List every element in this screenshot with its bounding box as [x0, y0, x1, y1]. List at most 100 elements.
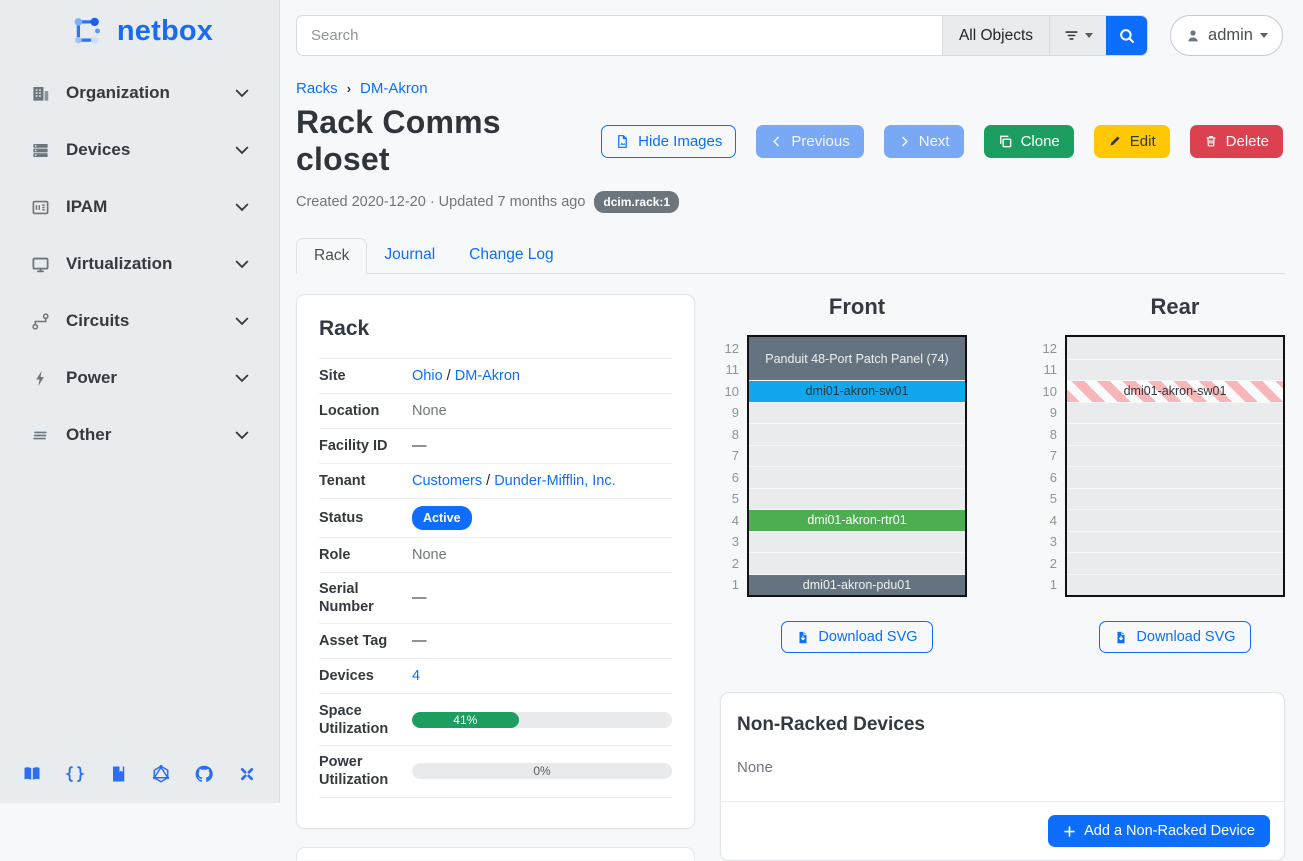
person-icon [1185, 28, 1201, 44]
detail-row-serial: Serial Number — [319, 572, 672, 623]
site-group-link[interactable]: DM-Akron [454, 368, 520, 384]
github-icon[interactable] [194, 764, 214, 784]
graphql-icon[interactable] [151, 764, 171, 784]
rack-device[interactable]: dmi01-akron-rtr01 [749, 509, 965, 531]
previous-button[interactable]: Previous [756, 124, 864, 158]
detail-row-tenant: Tenant Customers / Dunder-Mifflin, Inc. [319, 463, 672, 498]
unit-label: 4 [1049, 512, 1057, 528]
unit-label: 2 [1049, 555, 1057, 571]
search-input[interactable] [297, 16, 942, 55]
search-scope-button[interactable]: All Objects [941, 16, 1050, 55]
rack-slot-empty[interactable] [749, 552, 965, 574]
rack-slot-empty[interactable] [1067, 444, 1283, 466]
unit-label: 10 [724, 383, 739, 399]
unit-label: 1 [731, 577, 739, 592]
facility-id-label: Facility ID [319, 437, 388, 454]
space-utilization-label: Space Utilization [319, 702, 389, 737]
hide-images-label: Hide Images [638, 132, 723, 150]
hide-images-button[interactable]: Hide Images [601, 124, 737, 158]
rack-slot-empty[interactable] [1067, 487, 1283, 509]
detail-row-asset: Asset Tag — [319, 623, 672, 658]
rack-device[interactable]: dmi01-akron-sw01 [1067, 380, 1283, 402]
caret-down-icon [1085, 33, 1094, 38]
next-panel-partial [296, 846, 695, 860]
site-link[interactable]: Ohio [412, 368, 443, 384]
rack-slot-empty[interactable] [1067, 423, 1283, 445]
file-download-icon [1114, 630, 1128, 645]
object-actions: Hide Images Previous Next Clone [601, 124, 1283, 158]
rack-device[interactable]: Panduit 48-Port Patch Panel (74) [749, 337, 965, 380]
sidebar-item-devices[interactable]: Devices [30, 135, 251, 165]
breadcrumb-link[interactable]: Racks [296, 80, 338, 97]
breadcrumb-link[interactable]: DM-Akron [360, 80, 428, 97]
unit-label: 8 [731, 426, 739, 442]
slack-icon[interactable] [237, 764, 257, 784]
rack-slot-empty[interactable] [749, 466, 965, 488]
search-filter-button[interactable] [1049, 16, 1107, 55]
rack-slot-empty[interactable] [1067, 573, 1283, 595]
rack-slot-empty[interactable] [1067, 358, 1283, 380]
rack-slot-empty[interactable] [749, 444, 965, 466]
search-submit-button[interactable] [1106, 16, 1148, 55]
user-menu-button[interactable]: admin [1170, 15, 1283, 56]
rack-slot-empty[interactable] [1067, 552, 1283, 574]
role-value: None [412, 547, 447, 563]
sidebar-item-circuits[interactable]: Circuits [30, 306, 251, 336]
front-unit-labels: 12 11 10 9 8 7 6 5 4 3 2 1 [720, 335, 739, 597]
rear-rack-diagram: dmi01-akron-sw01 [1065, 335, 1285, 597]
space-utilization-value: 41% [453, 712, 478, 727]
docs-icon[interactable] [22, 764, 42, 784]
add-non-racked-device-button[interactable]: Add a Non-Racked Device [1048, 815, 1270, 847]
download-svg-front-button[interactable]: Download SVG [781, 621, 933, 653]
clone-button[interactable]: Clone [983, 124, 1074, 158]
trash-icon [1204, 134, 1218, 148]
netbox-logo[interactable]: netbox [0, 0, 279, 78]
rack-slot-empty[interactable] [749, 530, 965, 552]
location-value: None [412, 403, 447, 419]
devices-count-link[interactable]: 4 [412, 668, 421, 685]
rack-device[interactable]: dmi01-akron-pdu01 [749, 573, 965, 595]
tab-rack[interactable]: Rack [296, 238, 368, 274]
sidebar-item-label: Circuits [66, 311, 130, 330]
rack-device[interactable]: dmi01-akron-sw01 [749, 380, 965, 402]
other-icon [30, 426, 51, 445]
tenant-link[interactable]: Dunder-Mifflin, Inc. [494, 473, 616, 489]
next-button[interactable]: Next [883, 124, 964, 158]
user-name: admin [1208, 26, 1253, 44]
unit-label: 5 [1049, 491, 1057, 506]
unit-label: 9 [1049, 405, 1057, 420]
rack-details-panel: Rack Site Ohio / DM-Akron Location None … [296, 294, 695, 829]
tenant-group-link[interactable]: Customers [412, 473, 483, 489]
code-braces-icon[interactable] [65, 764, 85, 784]
rack-slot-empty[interactable] [1067, 530, 1283, 552]
caret-down-icon [1260, 33, 1268, 38]
edit-button[interactable]: Edit [1093, 124, 1170, 158]
rack-slot-empty[interactable] [1067, 337, 1283, 359]
unit-label: 7 [731, 448, 739, 463]
rack-slot-empty[interactable] [749, 487, 965, 509]
sidebar-item-power[interactable]: Power [30, 363, 251, 393]
virtualization-icon [30, 255, 51, 274]
copy-icon [998, 134, 1013, 149]
rack-slot-empty[interactable] [1067, 466, 1283, 488]
rack-slot-empty[interactable] [1067, 509, 1283, 531]
site-label: Site [319, 367, 346, 384]
serial-number-label: Serial Number [319, 581, 374, 616]
sidebar-item-organization[interactable]: Organization [30, 78, 251, 108]
unit-label: 9 [731, 405, 739, 420]
rack-slot-empty[interactable] [749, 401, 965, 423]
download-svg-rear-button[interactable]: Download SVG [1099, 621, 1251, 653]
chevron-left-icon [770, 135, 783, 148]
sidebar-item-virtualization[interactable]: Virtualization [30, 249, 251, 279]
release-notes-icon[interactable] [108, 764, 128, 784]
sidebar-item-ipam[interactable]: IPAM [30, 192, 251, 222]
sidebar-item-label: Organization [66, 83, 170, 102]
sidebar-item-other[interactable]: Other [30, 420, 251, 450]
unit-label: 7 [1049, 448, 1057, 463]
tab-journal[interactable]: Journal [384, 246, 436, 263]
rack-slot-empty[interactable] [749, 423, 965, 445]
delete-button[interactable]: Delete [1189, 124, 1283, 158]
rack-slot-empty[interactable] [1067, 401, 1283, 423]
tab-change-log[interactable]: Change Log [469, 246, 554, 263]
non-racked-devices-panel: Non-Racked Devices None Add a Non-Racked… [720, 692, 1285, 861]
